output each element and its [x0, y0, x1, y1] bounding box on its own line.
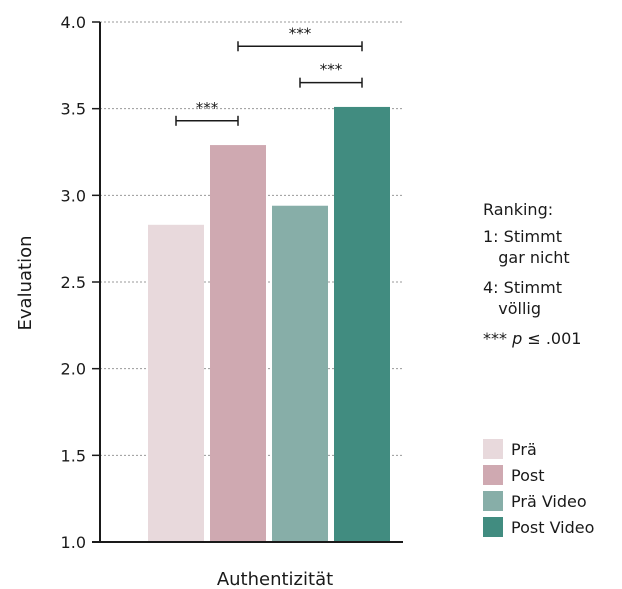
- y-axis-label: Evaluation: [15, 236, 36, 331]
- bar-post: [210, 145, 266, 543]
- legend-swatch: [483, 517, 503, 537]
- legend: Prä Post Prä Video Post Video: [483, 436, 594, 540]
- legend-label: Post Video: [511, 517, 595, 537]
- significance-bracket: ***: [299, 61, 363, 88]
- legend-item: Post: [483, 462, 594, 488]
- significance-label: ***: [196, 99, 219, 117]
- significance-brackets: *** *** ***: [175, 24, 363, 126]
- legend-label: Prä: [511, 439, 537, 459]
- pvalue-note: *** p ≤ .001: [483, 328, 581, 349]
- significance-bracket: ***: [175, 99, 239, 126]
- significance-bracket: ***: [237, 24, 363, 52]
- x-axis-label: Authentizität: [217, 569, 333, 589]
- bars: [148, 106, 390, 543]
- y-tick-label: 2.0: [61, 360, 86, 379]
- pvalue-p: p: [512, 329, 523, 348]
- y-tick-label: 3.0: [61, 186, 86, 205]
- y-tick-label: 3.5: [61, 100, 86, 119]
- y-tick-label: 4.0: [61, 13, 86, 32]
- ranking-notes: Ranking: 1: Stimmt gar nicht 4: Stimmt v…: [483, 199, 581, 349]
- legend-item: Prä: [483, 436, 594, 462]
- legend-item: Post Video: [483, 514, 594, 540]
- legend-swatch: [483, 439, 503, 459]
- axes: 1.0 1.5 2.0 2.5 3.0 3.5 4.0: [61, 13, 403, 552]
- bar-prä: [148, 224, 204, 543]
- ranking-title: Ranking:: [483, 200, 554, 219]
- legend-swatch: [483, 465, 503, 485]
- legend-item: Prä Video: [483, 488, 594, 514]
- bar-prä-video: [272, 205, 328, 542]
- y-tick-label: 2.5: [61, 273, 86, 292]
- ranking-4-label: 4: Stimmt völlig: [483, 278, 562, 318]
- pvalue-stars: ***: [483, 329, 507, 348]
- y-tick-label: 1.5: [61, 446, 86, 465]
- significance-label: ***: [289, 24, 312, 42]
- significance-label: ***: [320, 61, 343, 79]
- pvalue-threshold: ≤ .001: [522, 329, 582, 348]
- ranking-1-label: 1: Stimmt gar nicht: [483, 227, 570, 267]
- legend-label: Prä Video: [511, 491, 587, 511]
- legend-label: Post: [511, 465, 545, 485]
- bar-post-video: [334, 106, 390, 542]
- y-tick-label: 1.0: [61, 533, 86, 552]
- legend-swatch: [483, 491, 503, 511]
